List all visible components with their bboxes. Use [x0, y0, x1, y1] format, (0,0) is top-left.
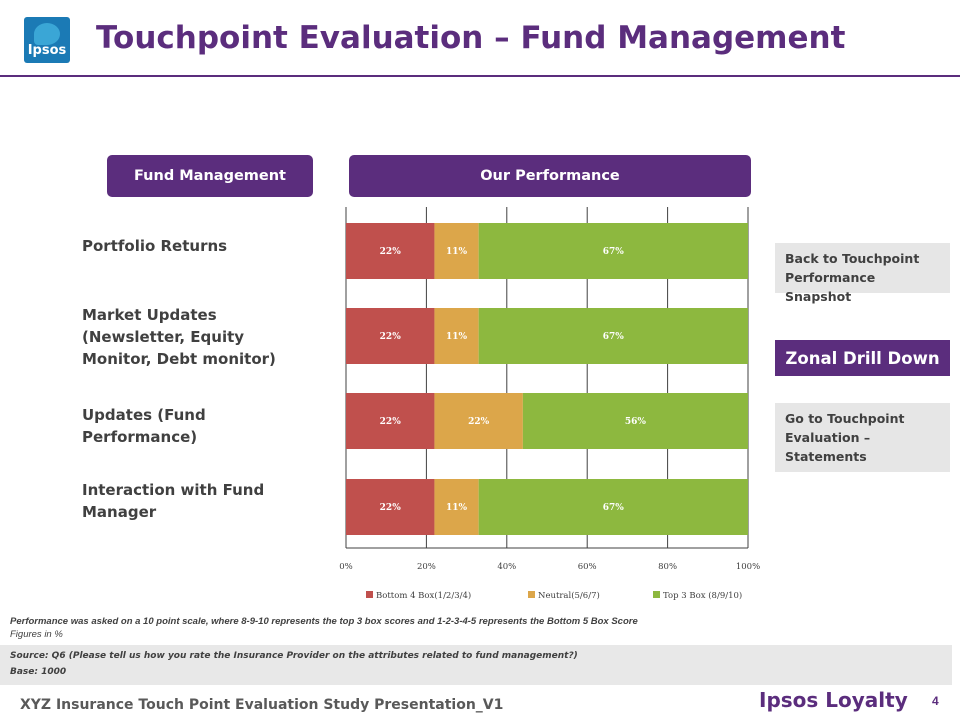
row-label-portfolio-returns: Portfolio Returns	[82, 237, 228, 255]
bar-segment	[346, 393, 435, 449]
data-label: 22%	[380, 417, 402, 427]
x-tick-label: 20%	[417, 562, 436, 572]
page-number: 4	[932, 694, 939, 708]
bar-segment	[478, 479, 748, 535]
data-label: 11%	[446, 332, 468, 342]
row-label-interaction-fund-manager: Interaction with Fund Manager	[82, 481, 265, 521]
x-tick-label: 40%	[497, 562, 516, 572]
data-label: 11%	[446, 247, 468, 257]
data-label: 22%	[380, 332, 402, 342]
source-panel	[0, 645, 952, 685]
go-to-statements-link[interactable]: Go to Touchpoint Evaluation – Statements	[775, 403, 950, 472]
logo-text: Ipsos	[27, 43, 67, 58]
data-label: 22%	[380, 503, 402, 513]
legend-swatch	[653, 591, 660, 598]
data-label: 67%	[603, 332, 625, 342]
logo-leaf-icon	[34, 23, 60, 45]
brand-logo: Ipsos Loyalty	[759, 688, 908, 712]
bar-segment	[478, 223, 748, 279]
ipsos-logo: Ipsos	[24, 17, 70, 63]
x-tick-label: 0%	[339, 562, 353, 572]
data-label: 11%	[446, 503, 468, 513]
bar-segment	[478, 308, 748, 364]
bar-segment	[346, 223, 435, 279]
data-label: 22%	[468, 417, 490, 427]
bar-segment	[522, 393, 748, 449]
figures-footnote: Figures in %	[10, 629, 63, 640]
x-tick-label: 100%	[736, 562, 760, 572]
legend-label: Bottom 4 Box(1/2/3/4)	[376, 590, 471, 601]
bar-segment	[434, 223, 479, 279]
legend-swatch	[366, 591, 373, 598]
study-title: XYZ Insurance Touch Point Evaluation Stu…	[20, 697, 504, 713]
page-title: Touchpoint Evaluation – Fund Management	[96, 20, 846, 56]
data-label: 56%	[625, 417, 647, 427]
data-label: 22%	[380, 247, 402, 257]
data-label: 67%	[603, 247, 625, 257]
back-to-snapshot-link[interactable]: Back to Touchpoint Performance Snapshot	[775, 243, 950, 304]
x-tick-label: 60%	[578, 562, 597, 572]
legend-label: Neutral(5/6/7)	[538, 590, 600, 601]
base-note: Base: 1000	[10, 667, 67, 677]
title-divider	[0, 75, 960, 77]
scale-footnote: Performance was asked on a 10 point scal…	[10, 616, 638, 627]
bar-segment	[346, 479, 435, 535]
section-pill-fund-management: Fund Management	[107, 155, 313, 197]
x-tick-label: 80%	[658, 562, 677, 572]
legend-swatch	[528, 591, 535, 598]
bar-segment	[346, 308, 435, 364]
section-pill-our-performance: Our Performance	[349, 155, 751, 197]
bar-segment	[434, 308, 479, 364]
legend-label: Top 3 Box (8/9/10)	[663, 590, 742, 601]
zonal-drill-down-button[interactable]: Zonal Drill Down	[775, 340, 950, 376]
data-label: 67%	[603, 503, 625, 513]
bar-segment	[434, 393, 523, 449]
source-note: Source: Q6 (Please tell us how you rate …	[10, 651, 578, 661]
row-label-market-updates: Market Updates (Newsletter, Equity Monit…	[82, 306, 276, 368]
row-label-updates-fund-performance: Updates (Fund Performance)	[82, 406, 206, 446]
bar-segment	[434, 479, 479, 535]
